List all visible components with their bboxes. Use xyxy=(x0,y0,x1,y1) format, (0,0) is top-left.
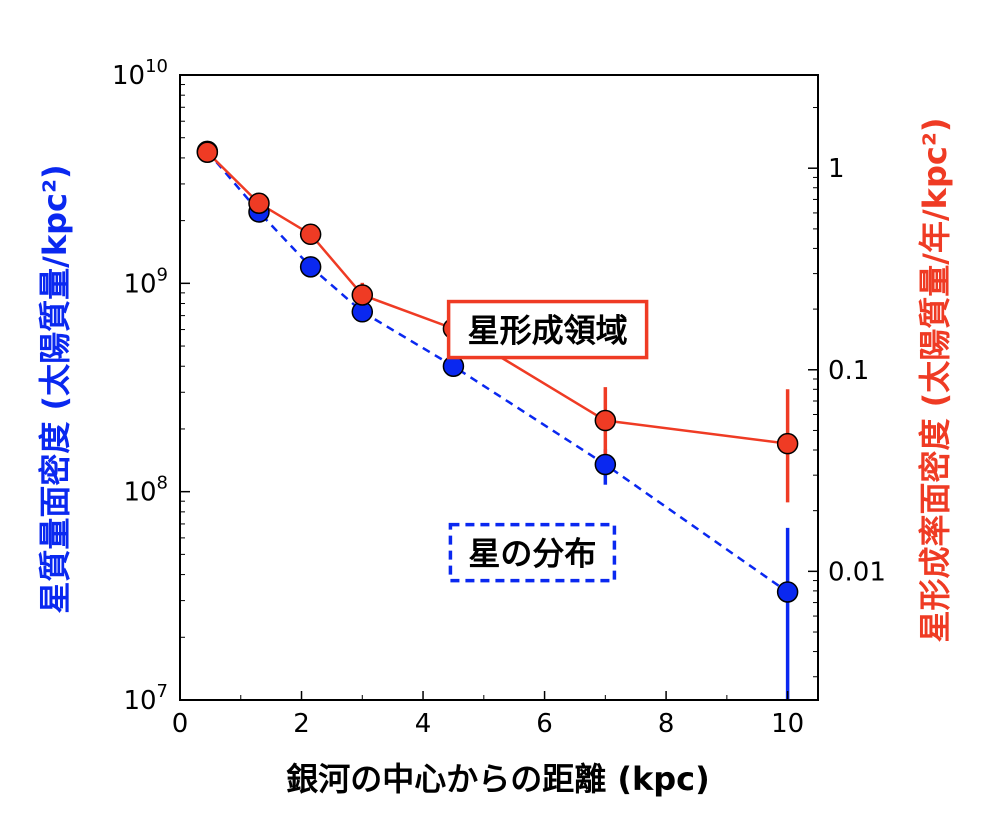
plot-frame xyxy=(179,74,819,701)
y-right-tick-label: 1 xyxy=(828,154,845,184)
y-left-tick-base: 10 xyxy=(123,478,156,508)
x-tick-label: 0 xyxy=(172,709,189,739)
y-left-tick-base: 10 xyxy=(112,61,145,91)
annotation-label-0: 星形成領域 xyxy=(468,312,628,350)
y-left-tick-base: 10 xyxy=(123,269,156,299)
x-tick-label: 6 xyxy=(536,709,553,739)
data-point xyxy=(776,432,799,455)
x-tick-label: 4 xyxy=(415,709,432,739)
series-line-1 xyxy=(206,151,788,445)
data-point xyxy=(299,223,322,246)
data-point xyxy=(351,284,374,306)
data-point xyxy=(776,581,799,603)
y-left-tick-exp: 10 xyxy=(145,56,168,77)
y-left-tick-exp: 9 xyxy=(157,264,168,285)
y-left-tick-base: 10 xyxy=(123,686,156,716)
y-axis-label-right: 星形成率面密度 (太陽質量/年/kpc²) xyxy=(916,118,954,643)
y-left-tick-exp: 8 xyxy=(157,473,168,494)
data-point xyxy=(594,409,617,432)
y-left-tick-label: 108 xyxy=(123,473,168,508)
data-point xyxy=(299,256,322,278)
annotation-label-1: 星の分布 xyxy=(468,535,596,573)
annotation-box-1 xyxy=(448,522,617,583)
series-layer xyxy=(196,140,799,700)
x-axis-label: 銀河の中心からの距離 (kpc) xyxy=(286,760,710,798)
data-point xyxy=(248,192,270,215)
y-left-tick-exp: 7 xyxy=(157,681,168,702)
data-point xyxy=(196,141,219,163)
y-right-tick-label: 0.1 xyxy=(828,356,869,386)
y-left-tick-label: 1010 xyxy=(112,56,168,91)
y-right-tick-label: 0.01 xyxy=(828,557,886,587)
y-axis-label-left: 星質量面密度 (太陽質量/kpc²) xyxy=(36,164,74,613)
x-tick-label: 2 xyxy=(293,709,310,739)
annotation-box-0 xyxy=(446,299,649,360)
x-tick-label: 10 xyxy=(771,709,804,739)
x-tick-label: 8 xyxy=(658,709,675,739)
y-left-tick-label: 107 xyxy=(123,681,168,716)
data-point xyxy=(594,453,617,476)
y-left-tick-label: 109 xyxy=(123,264,168,299)
